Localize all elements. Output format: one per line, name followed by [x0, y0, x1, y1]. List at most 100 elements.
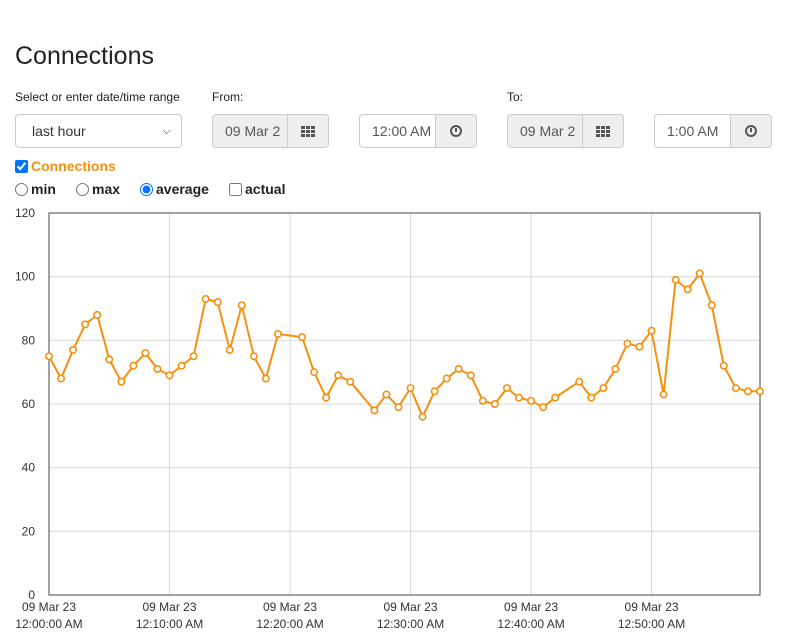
x-tick-date-label: 09 Mar 23: [384, 600, 438, 614]
data-point: [237, 301, 246, 310]
data-point: [189, 352, 198, 361]
data-point: [683, 285, 692, 294]
range-select[interactable]: last hour ⌵: [15, 114, 182, 148]
connections-checkbox[interactable]: [15, 159, 28, 173]
data-point: [334, 371, 343, 380]
data-point: [394, 403, 403, 412]
x-tick-date-label: 09 Mar 23: [625, 600, 679, 614]
data-point: [731, 384, 740, 393]
y-tick-label: 40: [22, 461, 36, 475]
data-point: [153, 364, 162, 373]
mode-max[interactable]: max: [76, 181, 120, 197]
data-point: [490, 399, 499, 408]
to-date-input[interactable]: 09 Mar 2: [508, 115, 582, 147]
range-select-value: last hour: [32, 123, 86, 139]
mode-actual-checkbox[interactable]: [229, 182, 242, 196]
data-point: [611, 364, 620, 373]
data-point: [81, 320, 90, 329]
data-point: [743, 387, 752, 396]
from-date-group: 09 Mar 2: [212, 114, 329, 148]
connections-toggle[interactable]: Connections: [15, 158, 116, 174]
mode-actual-label: actual: [245, 181, 286, 197]
from-calendar-button[interactable]: [287, 115, 328, 147]
y-tick-label: 120: [15, 206, 35, 220]
page-title: Connections: [15, 42, 154, 70]
range-label: Select or enter date/time range: [15, 90, 180, 104]
mode-actual[interactable]: actual: [229, 181, 285, 197]
calendar-icon: [596, 125, 610, 137]
data-point: [719, 361, 728, 370]
data-point: [117, 377, 126, 386]
x-tick-date-label: 09 Mar 23: [263, 600, 317, 614]
mode-min-radio[interactable]: [15, 182, 28, 196]
to-clock-button[interactable]: [730, 115, 771, 147]
to-calendar-button[interactable]: [582, 115, 623, 147]
x-tick-time-label: 12:20:00 AM: [256, 617, 323, 631]
data-point: [551, 393, 560, 402]
data-point: [406, 384, 415, 393]
mode-average-label: average: [156, 181, 209, 197]
x-tick-date-label: 09 Mar 23: [504, 600, 558, 614]
data-point: [514, 393, 523, 402]
y-tick-label: 80: [22, 333, 36, 347]
data-point: [249, 352, 258, 361]
data-point: [502, 384, 511, 393]
to-time-group: 1:00 AM: [654, 114, 772, 148]
data-point: [707, 301, 716, 310]
x-tick-date-label: 09 Mar 23: [142, 600, 196, 614]
data-point: [141, 349, 150, 358]
data-point: [587, 393, 596, 402]
data-point: [346, 377, 355, 386]
from-clock-button[interactable]: [435, 115, 476, 147]
data-point: [599, 384, 608, 393]
data-point: [57, 374, 66, 383]
data-point: [755, 387, 764, 396]
from-time-input[interactable]: 12:00 AM: [372, 123, 432, 139]
mode-average[interactable]: average: [140, 181, 209, 197]
data-point: [659, 390, 668, 399]
data-point: [575, 377, 584, 386]
data-point: [695, 269, 704, 278]
data-point: [430, 387, 439, 396]
data-point: [129, 361, 138, 370]
mode-average-radio[interactable]: [140, 182, 153, 196]
data-point: [201, 294, 210, 303]
x-tick-date-label: 09 Mar 23: [22, 600, 76, 614]
data-point: [647, 326, 656, 335]
data-point: [635, 342, 644, 351]
data-point: [213, 298, 222, 307]
data-point: [261, 374, 270, 383]
y-tick-label: 60: [22, 397, 36, 411]
from-label: From:: [212, 90, 244, 104]
mode-min[interactable]: min: [15, 181, 56, 197]
calendar-icon: [301, 125, 315, 137]
data-point: [298, 333, 307, 342]
data-point: [225, 345, 234, 354]
x-tick-time-label: 12:00:00 AM: [15, 617, 82, 631]
from-date-input[interactable]: 09 Mar 2: [213, 115, 287, 147]
x-tick-time-label: 12:40:00 AM: [497, 617, 564, 631]
x-tick-time-label: 12:30:00 AM: [377, 617, 444, 631]
clock-icon: [745, 125, 757, 137]
to-label: To:: [507, 90, 524, 104]
data-point: [527, 396, 536, 405]
mode-min-label: min: [31, 181, 56, 197]
y-tick-label: 20: [22, 524, 36, 538]
data-point: [310, 368, 319, 377]
x-tick-time-label: 12:50:00 AM: [618, 617, 685, 631]
to-time-input[interactable]: 1:00 AM: [667, 123, 719, 139]
clock-icon: [450, 125, 462, 137]
data-point: [454, 364, 463, 373]
data-point: [322, 393, 331, 402]
data-point: [273, 329, 282, 338]
mode-max-radio[interactable]: [76, 182, 89, 196]
x-tick-time-label: 12:10:00 AM: [136, 617, 203, 631]
data-point: [478, 396, 487, 405]
data-point: [105, 355, 114, 364]
plot-frame: [48, 212, 761, 596]
data-point: [466, 371, 475, 380]
from-time-group: 12:00 AM: [359, 114, 477, 148]
data-point: [370, 406, 379, 415]
data-point: [69, 345, 78, 354]
